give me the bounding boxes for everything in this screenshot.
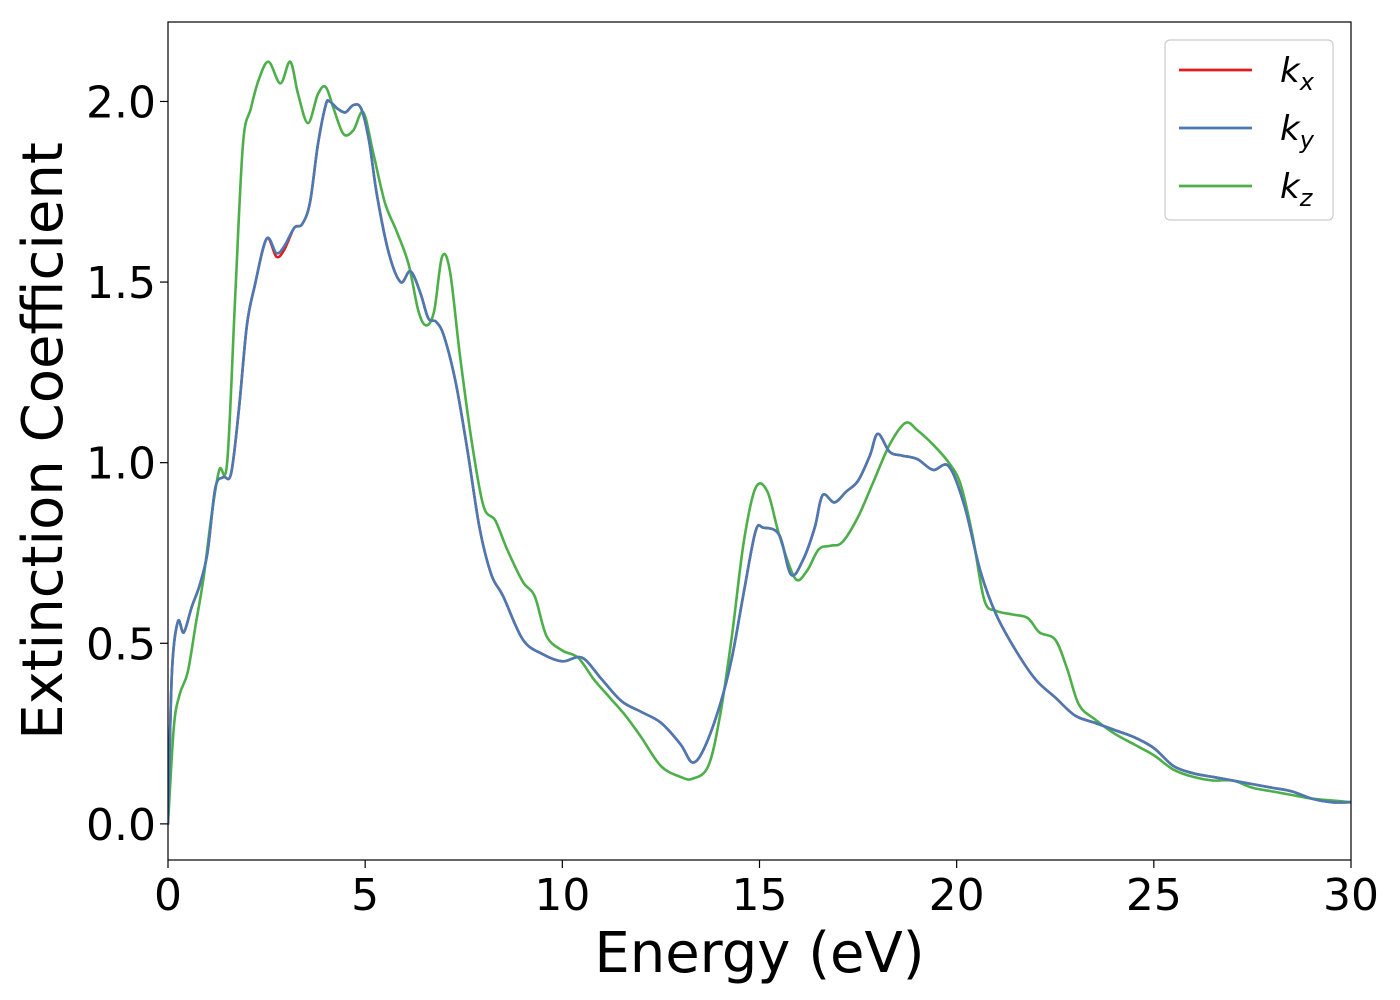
y-tick-label: 1.5 [86, 258, 156, 309]
y-axis-title: Extinction Coefficient [11, 142, 76, 740]
legend: kx ky kz [1164, 39, 1334, 221]
series-line-ky [168, 99, 1351, 826]
x-tick-label: 25 [1126, 870, 1182, 921]
y-tick-label: 0.0 [86, 800, 156, 851]
legend-label-kz: kz [1280, 167, 1314, 212]
x-axis-title: Energy (eV) [594, 921, 924, 986]
x-tick-label: 30 [1323, 870, 1379, 921]
x-tick-label: 20 [929, 870, 985, 921]
x-tick-label: 0 [154, 870, 182, 921]
y-tick-label: 2.0 [86, 77, 156, 128]
x-tick-label: 10 [534, 870, 590, 921]
y-tick-label: 1.0 [86, 439, 156, 490]
x-tick-label: 5 [351, 870, 379, 921]
series-layer [168, 60, 1351, 826]
x-tick-label: 15 [732, 870, 788, 921]
legend-label-ky: ky [1280, 109, 1315, 154]
series-line-kz [168, 60, 1351, 826]
legend-box [1164, 39, 1334, 221]
tick-layer: 0 5 10 15 20 25 30 0.0 0.5 1.0 1.5 2.0 [86, 77, 1379, 921]
y-tick-label: 0.5 [86, 619, 156, 670]
legend-label-kx: kx [1280, 51, 1315, 96]
